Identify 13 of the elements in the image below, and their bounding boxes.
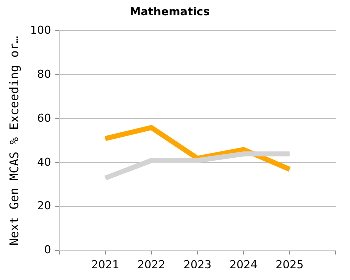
y-tick-label: 0 bbox=[44, 244, 52, 257]
y-tick-label: 80 bbox=[37, 68, 52, 81]
y-axis-title: Next Gen MCAS % Exceeding or… bbox=[7, 36, 22, 246]
y-tick-label: 40 bbox=[37, 156, 52, 169]
x-tick-label: 2021 bbox=[91, 258, 120, 272]
y-tick-label: 60 bbox=[37, 112, 52, 125]
y-tick-label: 20 bbox=[37, 200, 52, 213]
x-tick-label: 2023 bbox=[184, 258, 212, 272]
y-tick-label: 100 bbox=[30, 24, 52, 38]
x-tick-label: 2022 bbox=[138, 258, 166, 272]
x-tick-label: 2025 bbox=[276, 258, 304, 272]
chart-title: Mathematics bbox=[130, 5, 210, 18]
x-tick-label: 2024 bbox=[230, 258, 258, 272]
